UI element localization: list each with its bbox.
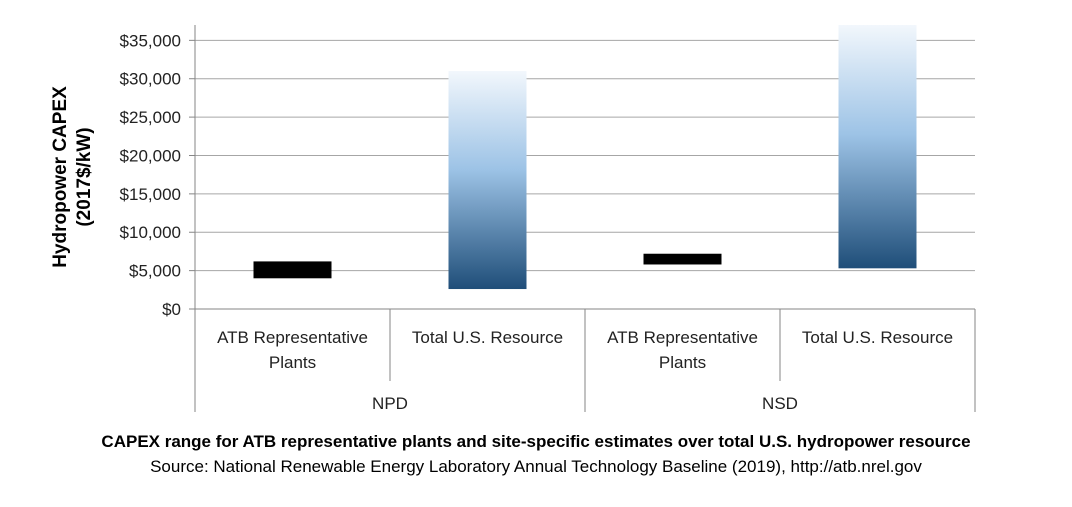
chart-caption-source: Source: National Renewable Energy Labora… [150,457,922,476]
y-tick-label: $10,000 [120,223,181,242]
category-label: Plants [659,353,706,372]
y-tick-label: $0 [162,300,181,319]
axes [189,25,976,412]
range-bar-total-resource [448,71,527,290]
group-label: NSD [762,394,798,413]
gridlines [195,39,975,272]
category-label: ATB Representative [607,328,758,347]
y-tick-label: $35,000 [120,31,181,50]
category-label: Total U.S. Resource [412,328,563,347]
y-tick-label: $30,000 [120,70,181,89]
category-label: Plants [269,353,316,372]
chart-caption-title: CAPEX range for ATB representative plant… [101,432,971,451]
category-label: ATB Representative [217,328,368,347]
y-tick-label: $20,000 [120,146,181,165]
y-axis-label: Hydropower CAPEX (2017$/kW) [50,86,95,268]
chart: $0 $5,000 $10,000 $15,000 $20,000 $25,000 $30,… [50,25,976,413]
range-bar-representative-plants [643,253,722,265]
labels: $0 $5,000 $10,000 $15,000 $20,000 $25,000 $30,… [50,31,953,413]
bars [253,25,917,290]
y-tick-label: $15,000 [120,185,181,204]
y-axis-label-line: (2017$/kW) [74,127,95,226]
range-bar-total-resource [838,25,917,269]
y-tick-label: $5,000 [129,262,181,281]
y-axis-label-line: Hydropower CAPEX [50,86,71,268]
category-label: Total U.S. Resource [802,328,953,347]
range-bar-representative-plants [253,261,332,279]
y-tick-label: $25,000 [120,108,181,127]
group-label: NPD [372,394,408,413]
